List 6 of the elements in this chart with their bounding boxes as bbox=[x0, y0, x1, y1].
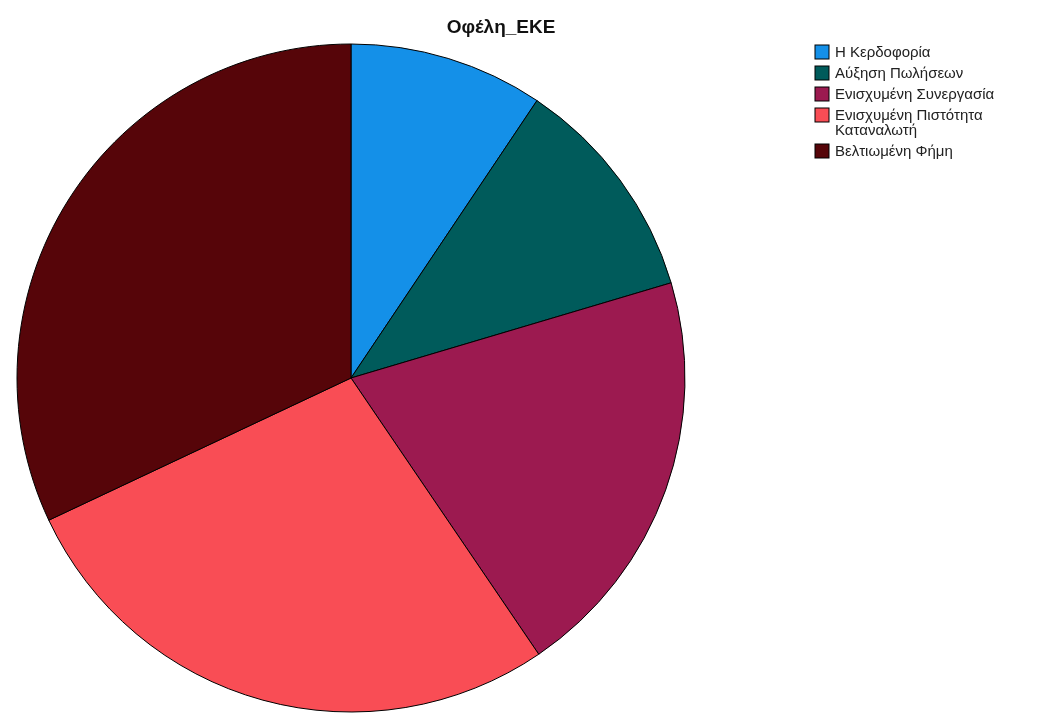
chart-title: Οφέλη_ΕΚΕ bbox=[446, 16, 556, 37]
legend-label: Αύξηση Πωλήσεων bbox=[835, 64, 964, 81]
legend-label: Ενισχυμένη Πιστότητα Καταναλωτή bbox=[835, 106, 983, 138]
legend-label: Η Κερδοφορία bbox=[835, 43, 931, 60]
legend-label: Ενισχυμένη Συνεργασία bbox=[835, 85, 995, 102]
legend-label: Βελτιωμένη Φήμη bbox=[835, 142, 953, 159]
